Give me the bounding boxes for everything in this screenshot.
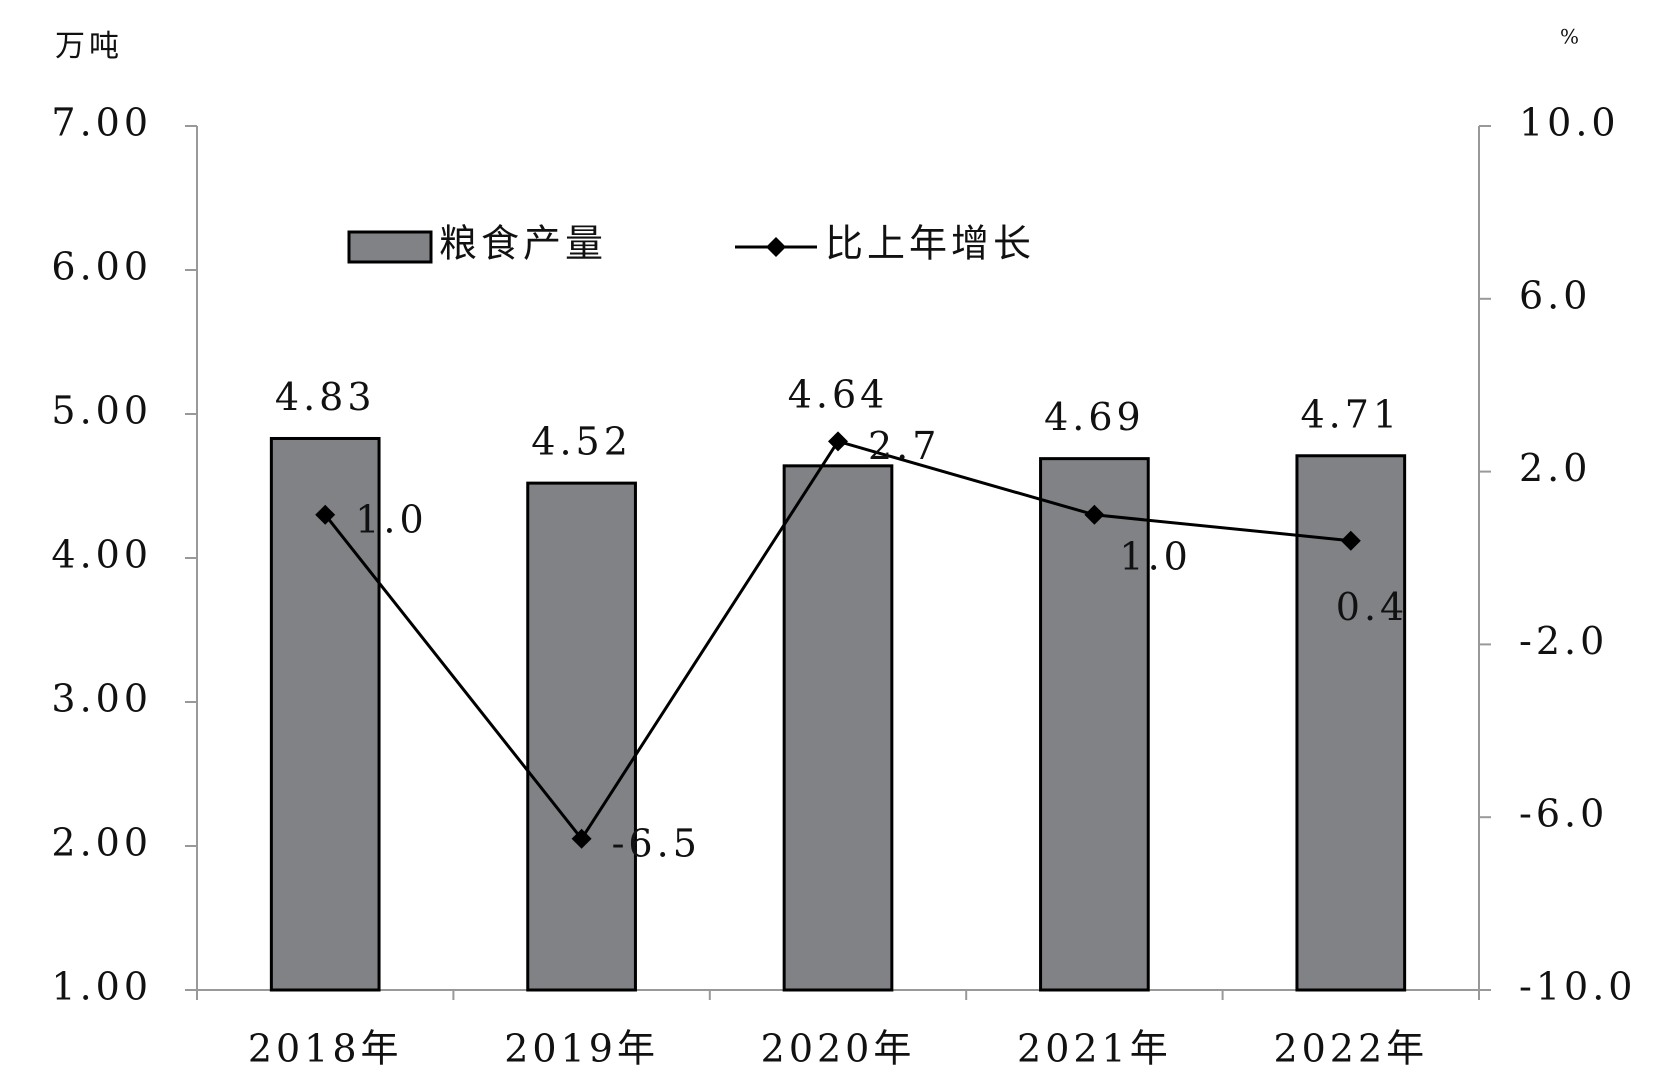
line-marker (1340, 530, 1361, 551)
y-tick-label: 4.00 (51, 533, 152, 577)
x-tick-label: 2020年 (761, 1027, 916, 1071)
bar (1039, 457, 1150, 992)
y-tick-label: 2.00 (51, 821, 152, 865)
line-marker (315, 504, 336, 525)
y-axis-label: 万吨 (55, 29, 123, 64)
legend-marker (766, 237, 786, 257)
bar-value-label: 4.69 (1044, 395, 1145, 439)
legend-label: 比上年增长 (825, 222, 1035, 266)
line-marker (828, 431, 848, 452)
line-value-label: 1.0 (355, 497, 427, 541)
y2-axis-label: % (1560, 25, 1583, 49)
bar (269, 436, 381, 992)
line-value-label: 0.4 (1336, 585, 1408, 629)
line-value-label: 2.7 (868, 424, 940, 468)
legend-label: 粮食产量 (439, 222, 607, 266)
y-tick-label: 6.00 (51, 245, 152, 289)
x-tick-label: 2021年 (1017, 1027, 1172, 1071)
bar-value-label: 4.83 (275, 375, 376, 419)
x-tick-label: 2018年 (248, 1027, 403, 1071)
bar (526, 481, 637, 992)
y2-tick-label: 6.0 (1519, 273, 1591, 317)
line-value-label: -6.5 (612, 821, 701, 865)
line-value-label: 1.0 (1119, 534, 1191, 578)
bar-value-label: 4.52 (531, 420, 632, 464)
y-tick-label: 7.00 (51, 101, 152, 145)
legend-swatch (347, 230, 433, 264)
y-tick-label: 5.00 (51, 389, 152, 433)
x-tick-label: 2019年 (504, 1027, 659, 1071)
y2-tick-label: 10.0 (1519, 101, 1620, 145)
x-tick-label: 2022年 (1273, 1027, 1428, 1071)
y-tick-label: 3.00 (51, 677, 152, 721)
line-marker (571, 828, 592, 849)
y2-tick-label: 2.0 (1519, 446, 1591, 490)
y2-tick-label: -2.0 (1519, 619, 1608, 663)
bar (782, 464, 894, 992)
bar-value-label: 4.64 (788, 372, 889, 416)
line-marker (1084, 504, 1105, 525)
y-tick-label: 1.00 (51, 965, 152, 1009)
y2-tick-label: -10.0 (1519, 965, 1636, 1009)
bar-value-label: 4.71 (1300, 392, 1401, 436)
y2-tick-label: -6.0 (1519, 792, 1608, 836)
